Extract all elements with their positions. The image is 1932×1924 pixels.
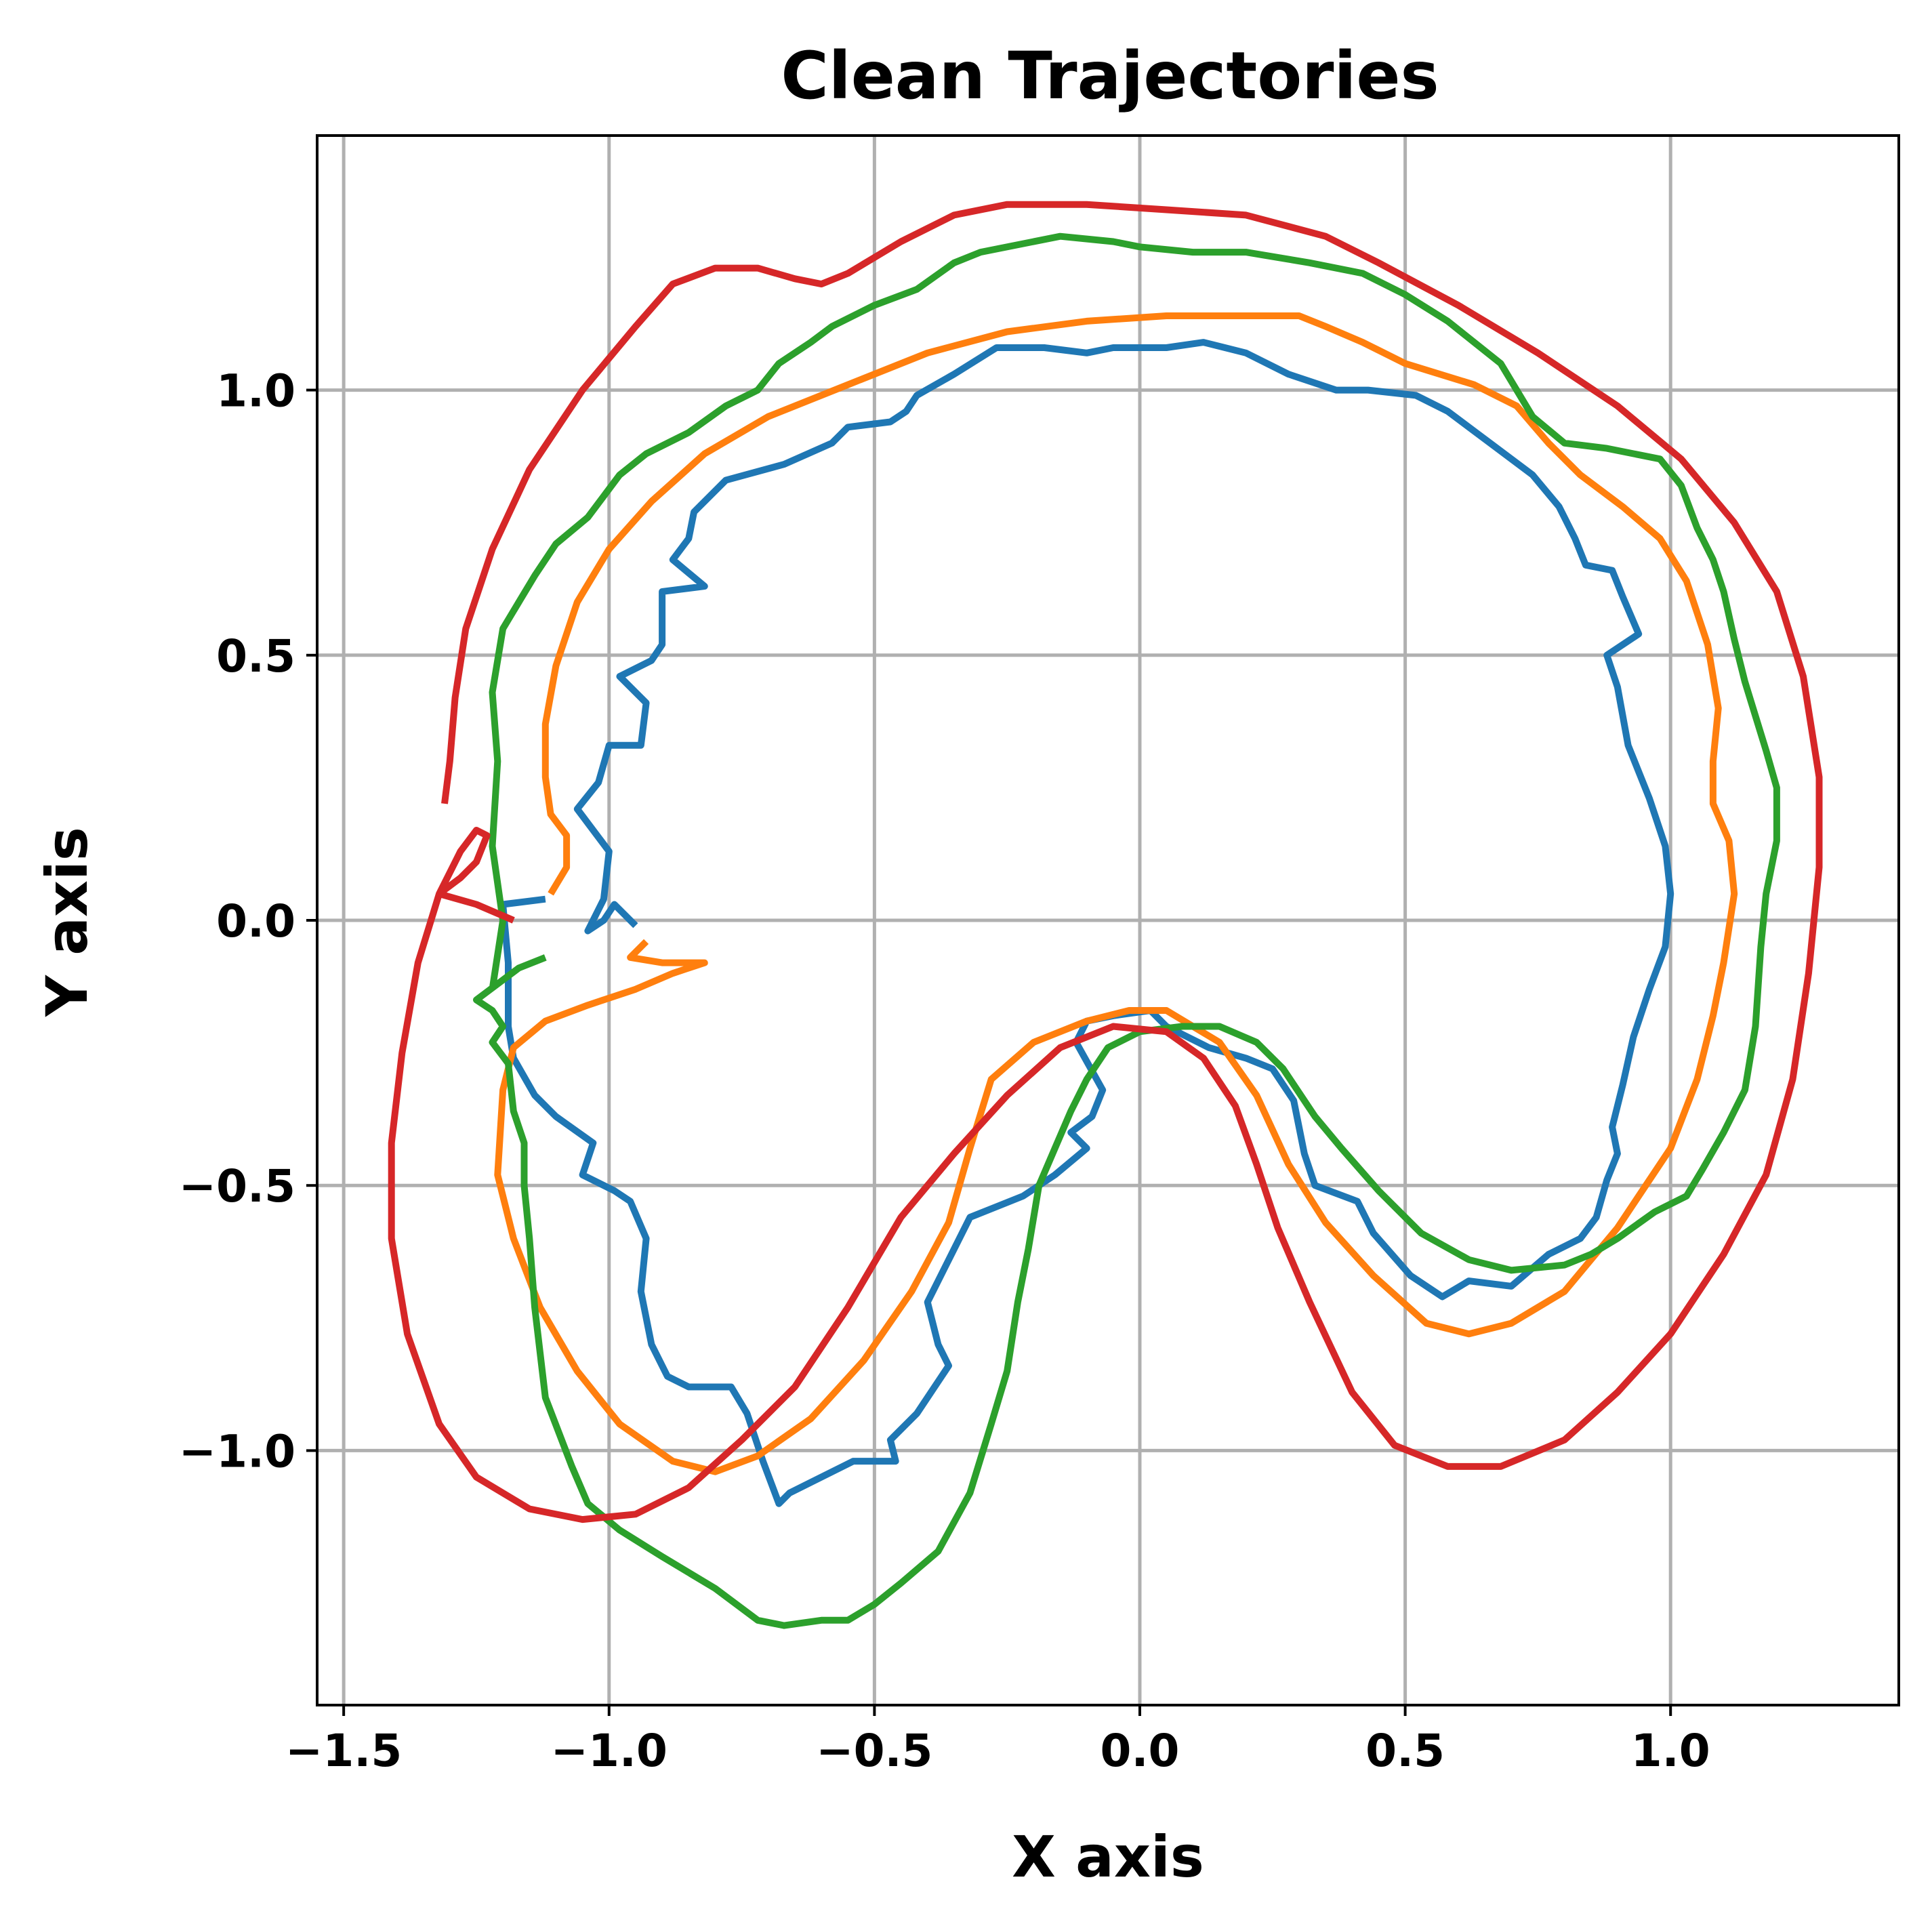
y-tick-label: 0.5 (216, 630, 295, 682)
y-tick-label: −1.0 (179, 1425, 295, 1477)
y-axis-label: Y axis (34, 827, 100, 1017)
series-layer (388, 201, 1823, 1629)
trajectory-line-1 (499, 339, 1674, 1507)
x-tick-label: −0.5 (816, 1725, 932, 1777)
x-tick-label: −1.0 (551, 1725, 667, 1777)
axis-ticks: −1.5 −1.0 −0.5 0.0 0.5 1.0 −1.0 −0.5 0.0 0.5 1.0 (179, 365, 1710, 1777)
y-tick-label: −0.5 (179, 1160, 295, 1212)
chart-title: Clean Trajectories (781, 38, 1439, 114)
y-tick-label: 1.0 (216, 365, 295, 417)
x-axis-label: X axis (1012, 1824, 1204, 1890)
x-tick-label: −1.5 (285, 1725, 402, 1777)
x-tick-label: 1.0 (1631, 1725, 1710, 1777)
trajectory-line-2 (494, 312, 1738, 1475)
x-tick-label: 0.5 (1365, 1725, 1445, 1777)
y-tick-label: 0.0 (216, 895, 295, 947)
trajectory-line-4 (388, 201, 1823, 1523)
x-tick-label: 0.0 (1101, 1725, 1180, 1777)
trajectory-line-3 (473, 232, 1780, 1629)
